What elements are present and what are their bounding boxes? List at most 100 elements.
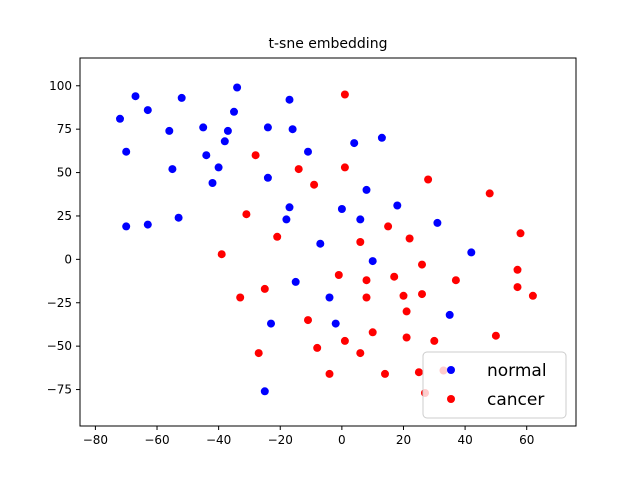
point-cancer xyxy=(516,229,525,238)
x-axis: −80 −60 −40 −20 0 20 40 60 xyxy=(83,426,534,447)
point-normal xyxy=(208,179,217,187)
point-normal xyxy=(263,123,272,132)
point-normal xyxy=(368,257,377,266)
point-normal xyxy=(291,277,300,286)
point-normal xyxy=(331,319,340,328)
point-normal xyxy=(325,293,334,302)
point-cancer xyxy=(430,336,439,345)
point-normal xyxy=(122,222,131,231)
point-normal xyxy=(131,92,140,101)
point-cancer xyxy=(362,276,371,285)
point-cancer xyxy=(294,165,303,174)
point-cancer xyxy=(368,328,377,337)
point-normal xyxy=(168,165,177,174)
chart-title: t-sne embedding xyxy=(269,36,388,52)
point-normal xyxy=(177,93,186,102)
point-normal xyxy=(362,185,371,194)
point-cancer xyxy=(418,260,426,269)
point-normal xyxy=(230,107,238,116)
y-tick-label: −50 xyxy=(47,339,72,353)
point-normal xyxy=(143,220,152,229)
y-tick-label: 0 xyxy=(64,252,72,266)
point-cancer xyxy=(485,189,494,198)
point-normal xyxy=(220,137,229,146)
point-normal xyxy=(285,203,294,212)
point-normal xyxy=(199,123,208,132)
point-normal xyxy=(445,310,454,319)
point-cancer xyxy=(513,265,522,274)
point-normal xyxy=(377,133,386,142)
point-cancer xyxy=(513,283,522,292)
point-cancer xyxy=(424,175,433,184)
point-normal xyxy=(356,215,365,224)
point-cancer xyxy=(236,293,245,302)
point-cancer xyxy=(273,232,282,241)
point-cancer xyxy=(340,336,349,345)
point-cancer xyxy=(405,234,414,243)
point-cancer xyxy=(414,368,423,377)
point-cancer xyxy=(242,210,251,219)
legend-marker-cancer xyxy=(447,395,455,403)
legend-marker-normal xyxy=(447,366,455,374)
point-cancer xyxy=(340,90,349,99)
point-cancer xyxy=(356,238,365,246)
point-cancer xyxy=(418,290,426,299)
point-cancer xyxy=(362,293,371,302)
x-tick-label: 40 xyxy=(457,433,472,447)
point-cancer xyxy=(304,316,312,325)
point-normal xyxy=(316,239,325,248)
y-tick-label: −25 xyxy=(47,296,72,310)
legend: normal cancer xyxy=(422,351,567,419)
point-cancer xyxy=(399,291,408,300)
point-normal xyxy=(122,147,131,156)
y-tick-label: 100 xyxy=(49,79,72,93)
point-cancer xyxy=(325,369,334,378)
y-tick-label: −75 xyxy=(47,383,72,397)
point-cancer xyxy=(390,272,399,281)
plot-area-frame xyxy=(79,57,577,427)
point-normal xyxy=(233,83,242,92)
point-cancer xyxy=(384,222,393,231)
point-normal xyxy=(165,126,174,135)
point-normal xyxy=(116,114,124,123)
point-cancer xyxy=(491,331,500,340)
x-tick-label: −40 xyxy=(206,433,231,447)
y-tick-label: 75 xyxy=(57,122,72,136)
point-normal xyxy=(337,205,346,213)
x-tick-label: −80 xyxy=(83,433,108,447)
y-axis: −75 −50 −25 0 25 50 75 100 xyxy=(47,79,80,397)
point-normal xyxy=(350,139,359,148)
point-cancer xyxy=(313,343,322,352)
legend-box xyxy=(422,351,567,419)
point-normal xyxy=(260,387,269,396)
point-normal xyxy=(393,201,402,210)
point-normal xyxy=(214,163,223,172)
point-normal xyxy=(433,218,442,227)
point-cancer xyxy=(402,307,411,316)
point-normal xyxy=(202,151,211,160)
point-normal xyxy=(143,106,152,115)
point-normal xyxy=(304,147,312,156)
point-cancer xyxy=(251,151,260,160)
x-tick-label: 0 xyxy=(338,433,346,447)
x-tick-label: −60 xyxy=(144,433,169,447)
point-cancer xyxy=(310,180,319,189)
y-tick-label: 25 xyxy=(57,209,72,223)
point-cancer xyxy=(334,271,343,279)
x-tick-label: −20 xyxy=(268,433,293,447)
point-cancer xyxy=(260,284,269,293)
point-normal xyxy=(174,213,183,222)
point-normal xyxy=(267,319,275,328)
point-normal xyxy=(223,126,232,135)
point-cancer xyxy=(451,276,460,285)
y-tick-label: 50 xyxy=(57,166,72,180)
point-cancer xyxy=(402,333,411,342)
point-cancer xyxy=(217,250,226,259)
point-normal xyxy=(467,248,476,257)
point-normal xyxy=(288,125,297,134)
x-tick-label: 60 xyxy=(519,433,534,447)
point-normal xyxy=(282,215,291,224)
point-cancer xyxy=(528,291,537,300)
point-normal xyxy=(263,173,272,182)
